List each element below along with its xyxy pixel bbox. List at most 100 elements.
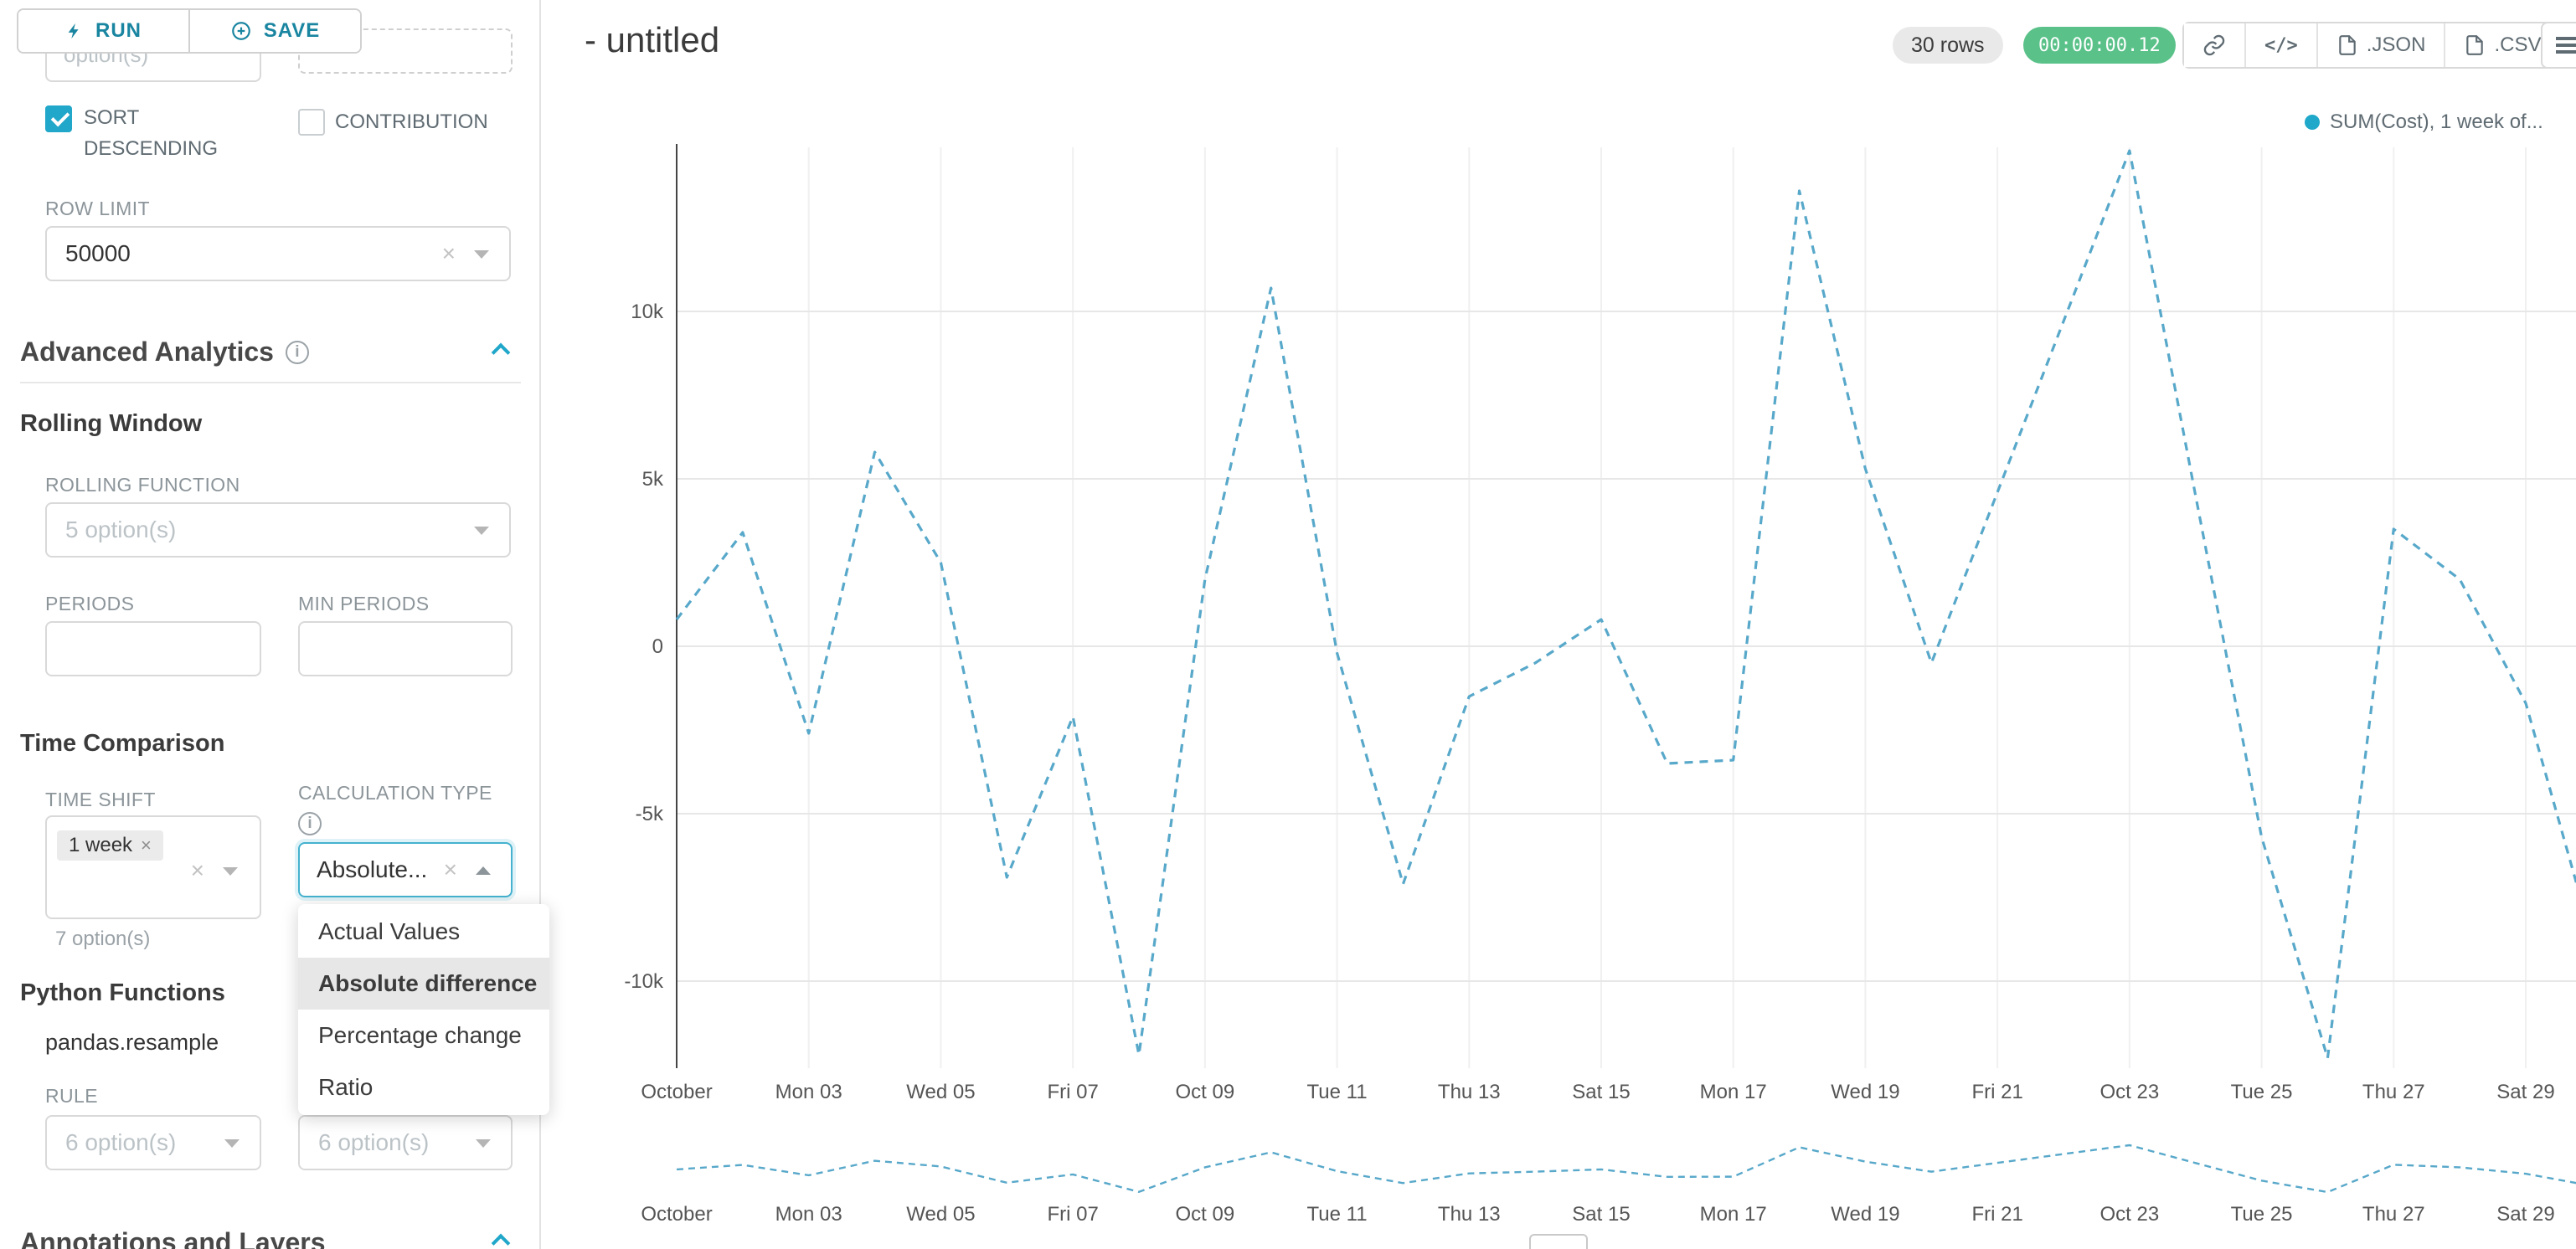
permalink-button[interactable] — [2184, 23, 2244, 67]
export-csv-button[interactable]: .CSV — [2444, 23, 2560, 67]
chevron-up-icon[interactable] — [491, 1233, 511, 1249]
link-icon — [2203, 34, 2225, 56]
chevron-down-icon — [474, 527, 489, 535]
chevron-up-icon — [476, 866, 491, 875]
x-tick-label: Thu 27 — [2362, 1081, 2425, 1103]
rule-method-select[interactable]: 6 option(s) — [298, 1115, 513, 1170]
save-label: SAVE — [263, 19, 321, 42]
x-tick-label: Sat 29 — [2496, 1081, 2554, 1103]
python-functions-title: Python Functions — [20, 979, 225, 1006]
info-icon[interactable]: i — [285, 340, 309, 364]
legend-dot — [2305, 115, 2320, 130]
chart-legend[interactable]: SUM(Cost), 1 week of... — [2305, 111, 2543, 134]
clear-icon[interactable]: × — [441, 240, 456, 266]
min-periods-input[interactable] — [298, 621, 513, 676]
advanced-analytics-title: Advanced Analytics — [20, 337, 274, 367]
y-tick-label: 0 — [652, 635, 663, 658]
mini-chart-brush[interactable] — [677, 1135, 2576, 1199]
chevron-up-icon[interactable] — [491, 342, 511, 362]
mini-x-tick-label: October — [641, 1203, 712, 1226]
mini-x-tick-label: Sat 15 — [1572, 1203, 1630, 1226]
mini-x-tick-label: Thu 27 — [2362, 1203, 2425, 1226]
x-tick-label: Tue 25 — [2231, 1081, 2293, 1103]
chevron-down-icon — [223, 867, 238, 876]
chevron-down-icon — [474, 250, 489, 259]
contribution-checkbox[interactable] — [298, 109, 325, 136]
rolling-function-label: ROLLING FUNCTION — [45, 474, 240, 496]
control-panel: option(s) RUN SAVE SORT DESCENDING CONTR… — [0, 0, 549, 1249]
mini-x-tick-label: Thu 13 — [1438, 1203, 1501, 1226]
save-button[interactable]: SAVE — [188, 10, 360, 52]
calculation-type-select[interactable]: Absolute... × — [298, 842, 513, 897]
bottom-panel-handle[interactable] — [1529, 1234, 1588, 1249]
y-tick-label: -5k — [636, 803, 664, 825]
result-rows-badge: 30 rows — [1893, 27, 2003, 64]
x-tick-label: Mon 03 — [775, 1081, 842, 1103]
run-save-bar: RUN SAVE — [17, 8, 362, 54]
rule-placeholder: 6 option(s) — [65, 1129, 177, 1155]
sort-descending-label: SORT DESCENDING — [84, 106, 219, 161]
export-json-button[interactable]: .JSON — [2316, 23, 2445, 67]
calculation-type-option[interactable]: Actual Values — [318, 918, 461, 944]
rule-label: RULE — [45, 1085, 98, 1107]
chevron-down-icon — [476, 1139, 491, 1148]
rolling-function-select[interactable]: 5 option(s) — [45, 502, 511, 558]
clear-icon[interactable]: × — [443, 856, 457, 882]
chart-title: - untitled — [585, 20, 720, 59]
mini-series-line — [676, 1144, 2576, 1194]
chart-canvas: October October Mon 03 Mon 03 Wed 05 Wed 05 Fr… — [624, 144, 2576, 1226]
calculation-type-option[interactable]: Percentage change — [318, 1022, 522, 1048]
legend-label: SUM(Cost), 1 week of... — [2330, 111, 2543, 133]
mini-x-tick-label: Tue 11 — [1307, 1203, 1368, 1226]
x-tick-label: Sat 15 — [1572, 1081, 1630, 1103]
mini-x-tick-label: Sat 29 — [2496, 1203, 2554, 1226]
min-periods-label: MIN PERIODS — [298, 593, 430, 614]
annotations-header[interactable]: Annotations and Layers — [20, 1227, 521, 1249]
clear-icon[interactable]: × — [190, 857, 204, 883]
rule-select[interactable]: 6 option(s) — [45, 1115, 261, 1170]
row-limit-select[interactable]: 50000 × — [45, 226, 511, 281]
time-shift-select[interactable]: 1 week × × — [45, 815, 261, 919]
view-query-button[interactable]: </> — [2244, 23, 2316, 67]
contribution-label: CONTRIBUTION — [335, 111, 488, 133]
export-button-group: </> .JSON .CSV — [2182, 22, 2562, 69]
sort-descending-checkbox[interactable] — [45, 105, 72, 132]
periods-label: PERIODS — [45, 593, 135, 614]
plus-circle-icon — [231, 22, 250, 40]
x-tick-label: Wed 05 — [906, 1081, 975, 1103]
rolling-window-title: Rolling Window — [20, 410, 203, 437]
mini-x-tick-label: Fri 07 — [1047, 1203, 1098, 1226]
periods-input[interactable] — [45, 621, 261, 676]
mini-x-tick-label: Oct 23 — [2100, 1203, 2160, 1226]
chevron-down-icon — [224, 1139, 240, 1148]
chart-menu-button[interactable] — [2541, 22, 2576, 69]
mini-x-tick-label: Fri 21 — [1971, 1203, 2022, 1226]
advanced-analytics-header[interactable]: Advanced Analytics i — [20, 337, 521, 368]
calculation-type-value: Absolute... — [317, 856, 428, 882]
remove-tag-icon[interactable]: × — [141, 835, 152, 856]
code-icon: </> — [2264, 34, 2298, 56]
time-shift-tag-label: 1 week — [69, 834, 133, 856]
chart-area: October October Mon 03 Mon 03 Wed 05 Wed 05 Fr… — [541, 0, 2576, 1249]
run-label: RUN — [95, 19, 142, 42]
y-tick-label: -10k — [624, 970, 664, 993]
calculation-type-option[interactable]: Ratio — [318, 1074, 374, 1100]
bolt-icon — [68, 23, 79, 39]
row-limit-label: ROW LIMIT — [45, 198, 150, 219]
mini-x-tick-label: Mon 03 — [775, 1203, 842, 1226]
calculation-type-option[interactable]: Absolute difference — [298, 958, 549, 1010]
main-series-line — [675, 149, 2576, 1060]
file-icon — [2339, 35, 2356, 55]
function-name: pandas.resample — [45, 1030, 219, 1055]
info-icon[interactable]: i — [298, 812, 322, 835]
query-timer-badge: 00:00:00.12 — [2023, 27, 2176, 64]
run-button[interactable]: RUN — [18, 10, 188, 52]
time-comparison-title: Time Comparison — [20, 730, 225, 757]
x-tick-label: Oct 09 — [1176, 1081, 1235, 1103]
y-tick-label: 5k — [642, 468, 664, 491]
section-divider — [20, 382, 521, 383]
x-tick-label: Fri 21 — [1971, 1081, 2022, 1103]
x-tick-label: Tue 11 — [1307, 1081, 1368, 1103]
calculation-type-label: CALCULATION TYPE — [298, 782, 492, 804]
